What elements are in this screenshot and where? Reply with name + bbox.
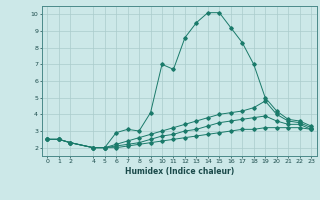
X-axis label: Humidex (Indice chaleur): Humidex (Indice chaleur) xyxy=(124,167,234,176)
